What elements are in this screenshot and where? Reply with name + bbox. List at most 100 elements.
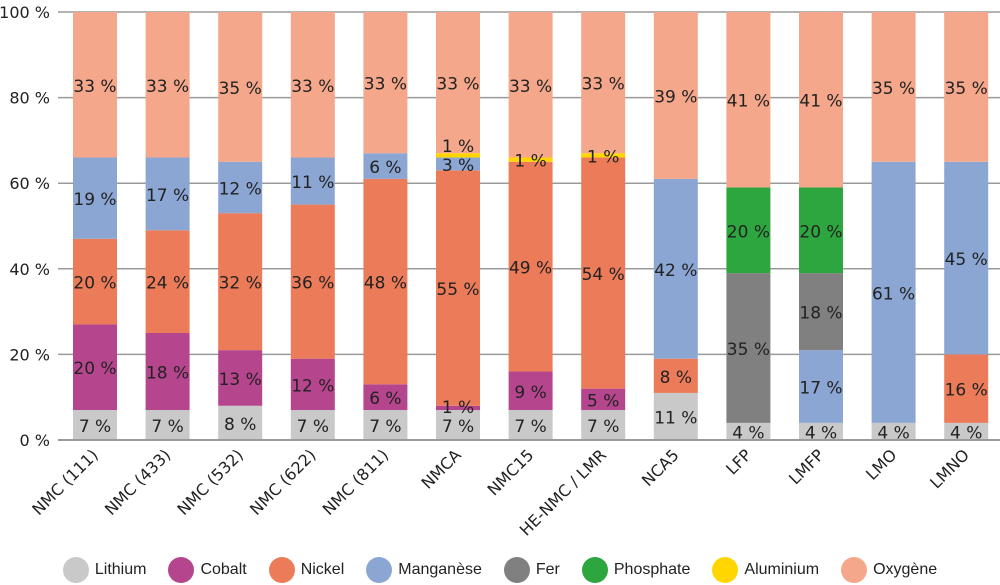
legend-item: Manganèse	[366, 557, 482, 583]
data-label: 48 %	[364, 274, 407, 294]
legend-label: Nickel	[300, 561, 345, 578]
data-label: 4 %	[877, 423, 909, 443]
data-label: 54 %	[582, 265, 625, 285]
data-label: 1 %	[587, 147, 619, 167]
x-tick-label: NMC (532)	[173, 445, 247, 519]
bar-segment-cobalt	[145, 333, 190, 411]
stacked-bar-chart: 0 % 20 % 40 % 60 % 80 % 100 % 7 % 20 % 20 % 19 % 3…	[0, 3, 1000, 540]
legend-item: Phosphate	[581, 557, 690, 583]
y-tick-label: 40 %	[9, 260, 50, 279]
x-tick-label: LMFP	[785, 445, 828, 488]
bar-segment-nickel	[508, 161, 553, 372]
bar-segment-fer	[726, 273, 771, 423]
data-label: 18 %	[146, 364, 189, 384]
bar-segment-cobalt	[290, 358, 335, 411]
bar-segment-oxygène	[581, 12, 626, 154]
legend-swatch	[712, 557, 739, 583]
bar-segment-oxygène	[508, 12, 553, 158]
bar-segment-lithium	[799, 422, 843, 440]
data-label: 12 %	[291, 376, 334, 396]
data-label: 6 %	[369, 158, 401, 178]
bar-segment-lithium	[218, 405, 263, 440]
data-label: 20 %	[727, 222, 770, 242]
data-label: 12 %	[219, 179, 262, 199]
bar-segment-lithium	[145, 410, 190, 440]
data-label: 3 %	[442, 156, 474, 176]
bar-segment-cobalt	[508, 371, 553, 411]
data-label: 39 %	[654, 87, 697, 107]
bar-segment-aluminium	[436, 153, 480, 158]
data-label: 7 %	[442, 417, 474, 437]
bar-segment-oxygène	[653, 12, 698, 179]
bar-segment-manganèse	[799, 350, 843, 423]
bar-segment-oxygène	[73, 12, 117, 158]
data-label: 35 %	[945, 79, 988, 99]
legend-label: Aluminium	[744, 561, 820, 578]
data-label: 45 %	[945, 250, 988, 270]
legend-label: Fer	[535, 561, 560, 578]
x-tick-label: NMC (111)	[28, 445, 102, 519]
data-label: 7 %	[587, 417, 619, 437]
bar-segment-manganèse	[436, 157, 480, 171]
data-label: 9 %	[514, 383, 546, 403]
legend-label: Cobalt	[200, 561, 247, 578]
legend: Lithium Cobalt Nickel Manganèse Fer Phosphate…	[0, 557, 1000, 583]
bar-segment-oxygène	[799, 12, 843, 188]
legend-item: Oxygène	[841, 557, 937, 583]
bar-segment-oxygène	[871, 12, 916, 162]
bar-segment-oxygène	[218, 12, 263, 162]
data-label: 33 %	[364, 75, 407, 95]
y-tick-label: 60 %	[9, 174, 50, 193]
bar-segment-lithium	[290, 410, 335, 440]
data-label: 11 %	[654, 408, 697, 428]
bar-segment-manganèse	[363, 153, 408, 179]
x-tick-label: NMC (622)	[246, 445, 320, 519]
data-label: 4 %	[805, 423, 837, 443]
legend-label: Oxygène	[873, 561, 938, 578]
bar-segment-aluminium	[508, 157, 553, 162]
bar-segment-nickel	[944, 354, 989, 423]
bar-segment-fer	[799, 273, 843, 351]
data-label: 20 %	[73, 359, 116, 379]
bar-segment-nickel	[653, 358, 698, 393]
legend-swatch	[581, 557, 608, 583]
data-label: 41 %	[727, 92, 770, 112]
legend-swatch	[841, 557, 868, 583]
bar-segment-manganèse	[653, 178, 698, 359]
data-label: 55 %	[436, 280, 479, 300]
x-tick-label: NMC (433)	[101, 445, 175, 519]
data-label: 7 %	[514, 417, 546, 437]
bar-segment-manganèse	[218, 161, 263, 214]
bar-segment-cobalt	[436, 405, 480, 411]
bar-segment-manganèse	[73, 157, 117, 239]
data-label: 24 %	[146, 274, 189, 294]
bar-segment-nickel	[581, 157, 626, 389]
x-tick-label: LMO	[862, 445, 900, 483]
bar-segment-lithium	[436, 410, 480, 440]
x-tick-label: NMCA	[418, 445, 465, 492]
bar-segment-phosphate	[726, 187, 771, 274]
legend-swatch	[168, 557, 195, 583]
bar-segment-cobalt	[73, 324, 117, 411]
data-label: 4 %	[732, 423, 764, 443]
bar-segment-oxygène	[726, 12, 771, 188]
data-label: 4 %	[950, 423, 982, 443]
data-label: 33 %	[73, 77, 116, 97]
legend-item: Fer	[503, 557, 560, 583]
legend-swatch	[268, 557, 295, 583]
data-label: 35 %	[727, 340, 770, 360]
bar-segment-manganèse	[944, 161, 989, 355]
data-label: 7 %	[151, 417, 183, 437]
bar-segment-oxygène	[363, 12, 408, 154]
x-tick-label: LMNO	[926, 445, 973, 492]
bar-segment-aluminium	[581, 153, 626, 158]
data-label: 19 %	[73, 190, 116, 210]
bar-segment-oxygène	[944, 12, 989, 162]
bar-segment-lithium	[653, 392, 698, 440]
data-label: 32 %	[219, 274, 262, 294]
bar-segment-oxygène	[436, 12, 480, 154]
bar-segment-nickel	[436, 170, 480, 406]
data-label: 33 %	[146, 77, 189, 97]
bar-segment-oxygène	[290, 12, 335, 158]
bar-segment-manganèse	[145, 157, 190, 231]
